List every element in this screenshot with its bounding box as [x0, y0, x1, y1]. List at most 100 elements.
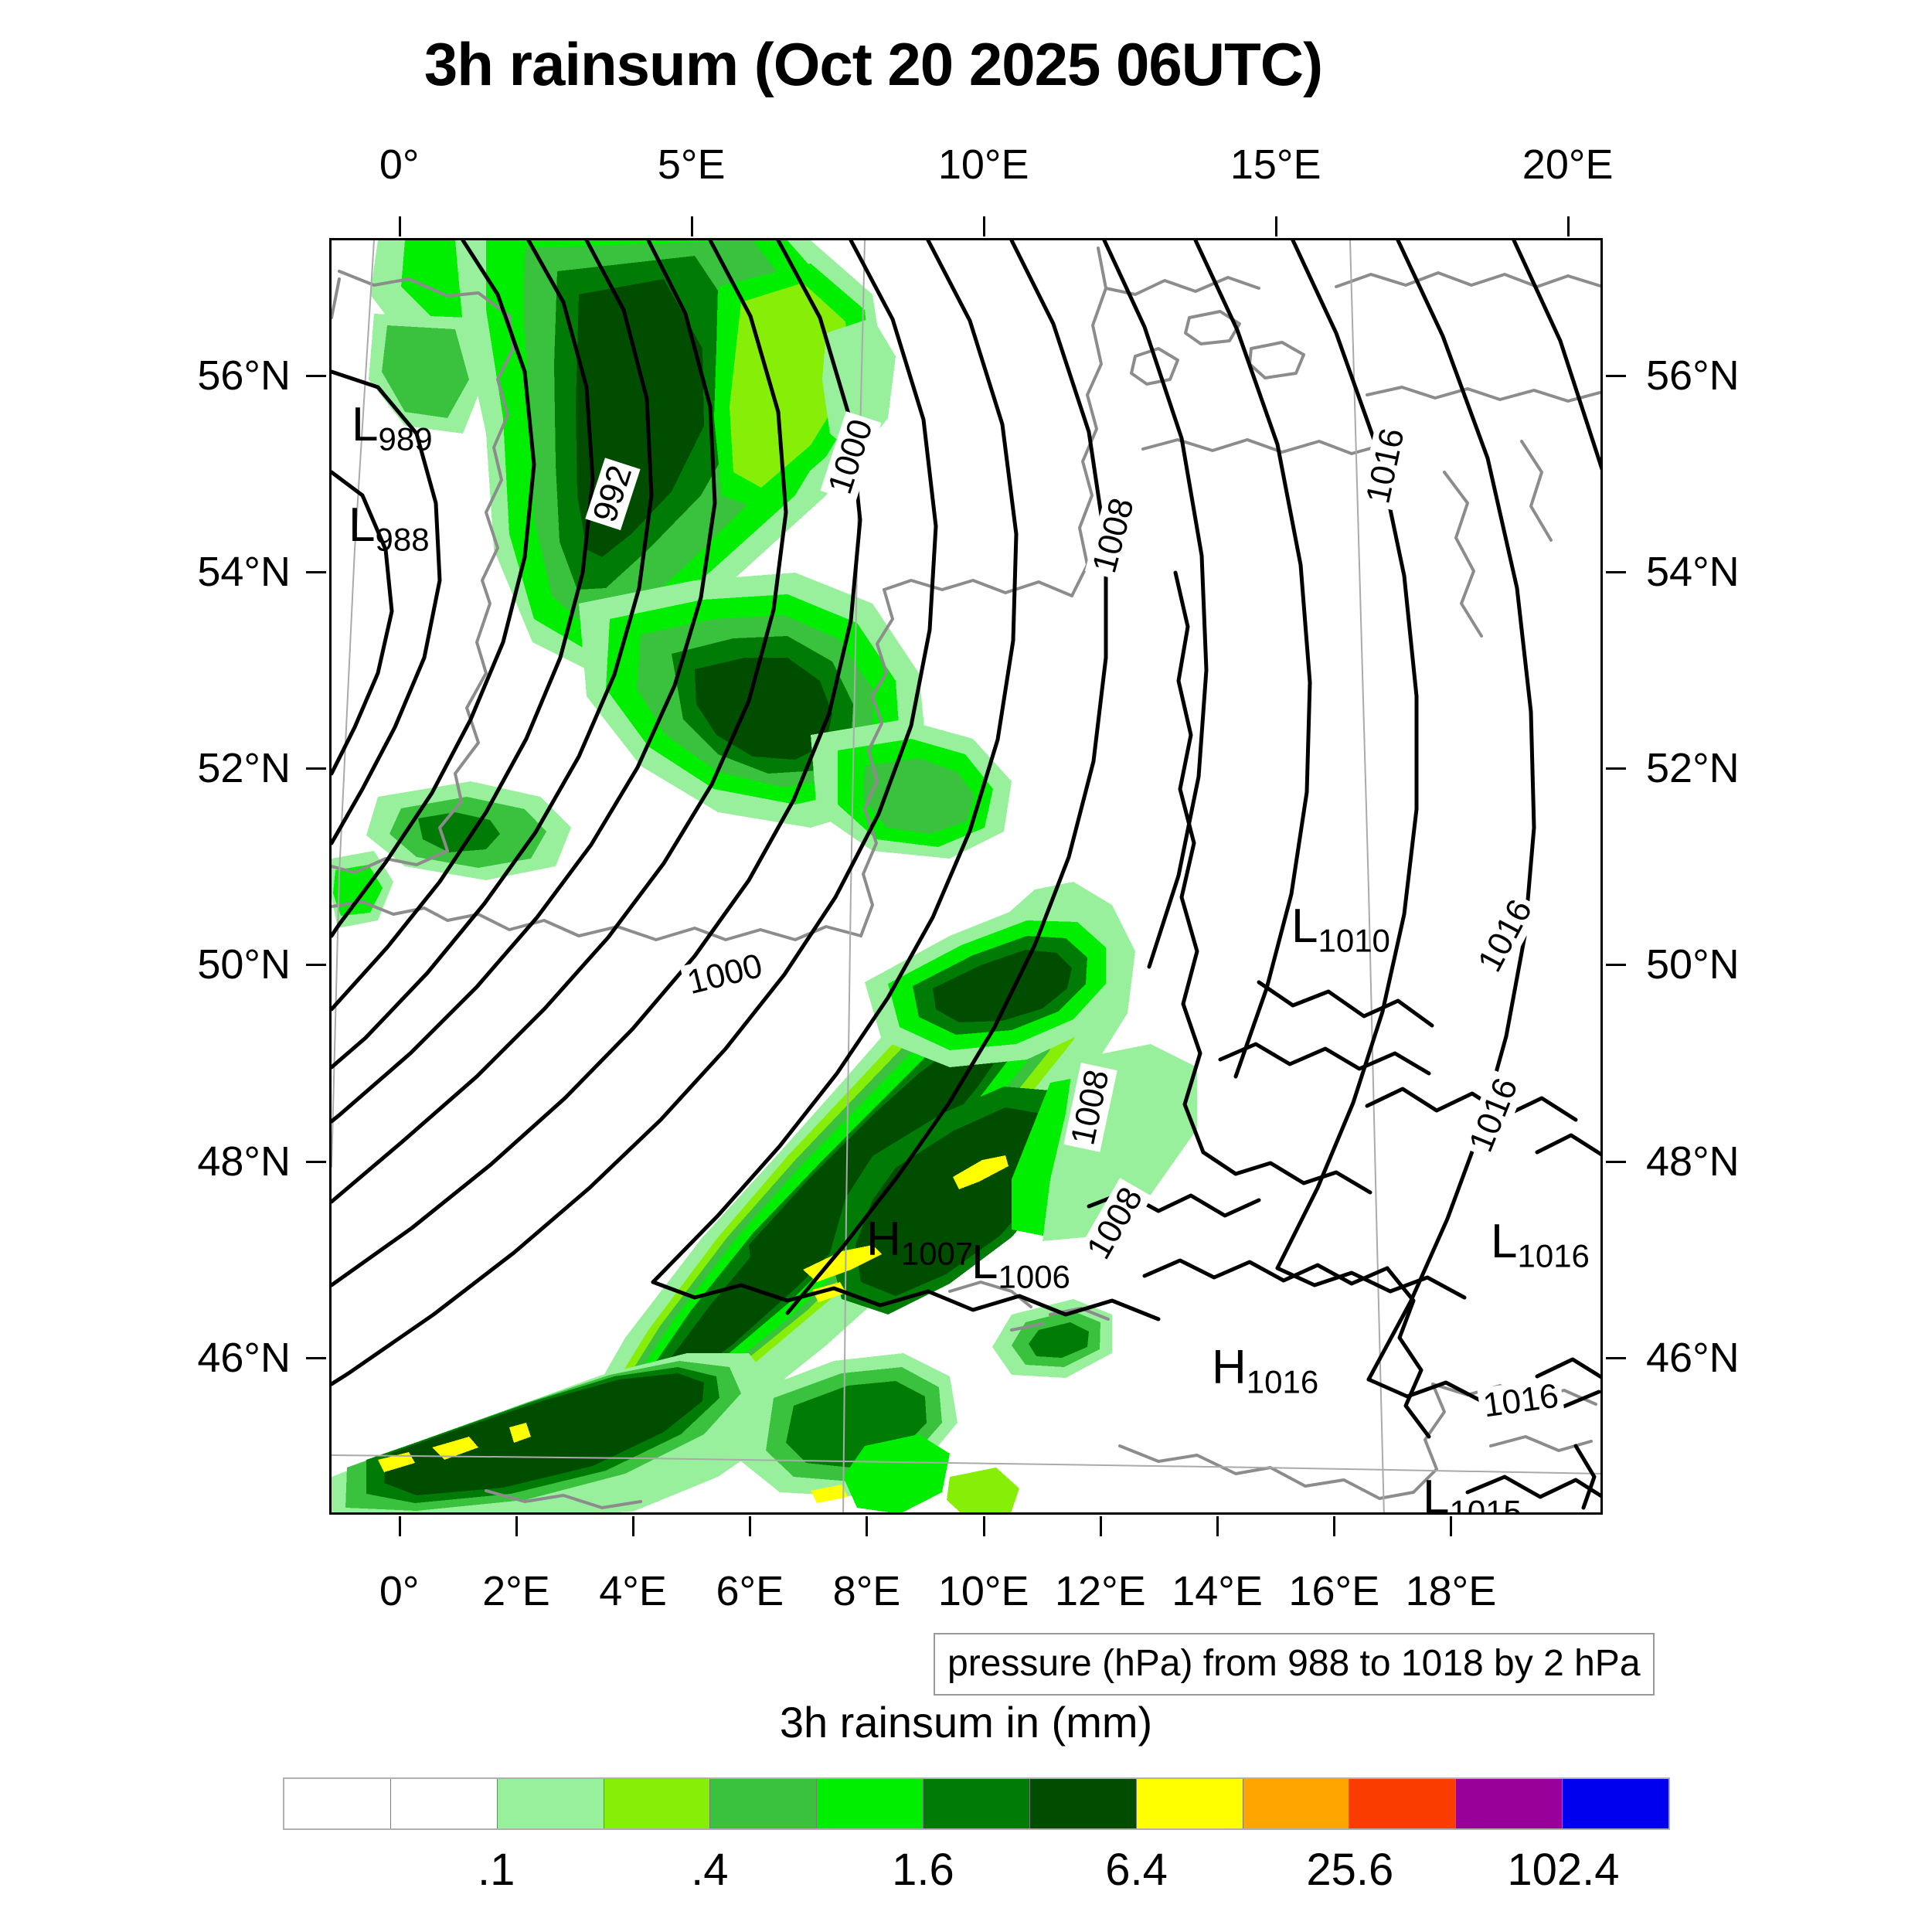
- map-plot-area[interactable]: 992 1000 1008 1016 1000 1016 1008 1016 1008 1016 …: [329, 238, 1603, 1515]
- colorbar-tick-3: 6.4: [1105, 1845, 1168, 1895]
- pressure-center-type: L: [349, 498, 376, 552]
- axis-tick-mark: [1606, 571, 1626, 574]
- pressure-center-value: 1007: [900, 1235, 974, 1272]
- page-title: 3h rainsum (Oct 20 2025 06UTC): [423, 30, 1323, 98]
- colorbar-swatch-3[interactable]: [604, 1779, 711, 1828]
- pressure-center-type: L: [352, 398, 379, 451]
- axis-tick-mark: [398, 216, 401, 236]
- axis-tick-mark: [1274, 216, 1277, 236]
- coastline-overlay: [332, 247, 1600, 1509]
- lat-tick-right-4: 48°N: [1646, 1138, 1740, 1185]
- pressure-contours: [332, 240, 1600, 1510]
- colorbar-tick-1: .4: [691, 1845, 729, 1895]
- pressure-center-type: L: [971, 1236, 998, 1289]
- colorbar-swatch-1[interactable]: [390, 1779, 498, 1828]
- pressure-center-type: H: [1212, 1341, 1247, 1394]
- lon-tick-bottom-2: 4°E: [599, 1568, 667, 1614]
- colorbar-tick-0: .1: [477, 1845, 515, 1895]
- lon-tick-top-1: 5°E: [657, 141, 726, 188]
- pressure-center-l-988: L988: [349, 502, 430, 556]
- colorbar-swatch-6[interactable]: [923, 1779, 1030, 1828]
- axis-tick-mark: [866, 1516, 869, 1536]
- axis-tick-mark: [1606, 374, 1626, 377]
- pressure-center-value: 1015: [1449, 1493, 1522, 1515]
- lon-tick-top-3: 15°E: [1230, 141, 1321, 188]
- lon-tick-bottom-5: 10°E: [937, 1568, 1029, 1614]
- lon-tick-top-0: 0°: [379, 141, 420, 188]
- axis-tick-mark: [515, 1516, 518, 1536]
- axis-tick-mark: [982, 1516, 985, 1536]
- pressure-center-l-1006: L1006: [971, 1239, 1070, 1294]
- lat-tick-left-0: 56°N: [197, 352, 291, 399]
- map-canvas: [332, 240, 1600, 1512]
- lon-tick-bottom-7: 14°E: [1172, 1568, 1263, 1614]
- colorbar-swatch-4[interactable]: [710, 1779, 818, 1828]
- pressure-center-type: L: [1491, 1215, 1518, 1268]
- axis-tick-mark: [306, 767, 326, 770]
- lat-tick-left-3: 50°N: [197, 941, 291, 988]
- lon-tick-bottom-1: 2°E: [482, 1568, 550, 1614]
- lon-tick-bottom-3: 6°E: [716, 1568, 784, 1614]
- colorbar-swatch-11[interactable]: [1456, 1779, 1563, 1828]
- pressure-center-h-1016: H1016: [1212, 1344, 1318, 1399]
- colorbar-swatch-12[interactable]: [1563, 1779, 1668, 1828]
- pressure-center-value: 988: [375, 521, 430, 558]
- pressure-center-value: 1016: [1246, 1363, 1319, 1400]
- axis-tick-mark: [1099, 1516, 1102, 1536]
- lon-tick-top-2: 10°E: [937, 141, 1029, 188]
- pressure-center-value: 1010: [1318, 922, 1390, 959]
- pressure-center-type: H: [866, 1213, 901, 1266]
- colorbar-swatch-8[interactable]: [1136, 1779, 1243, 1828]
- axis-tick-mark: [1333, 1516, 1336, 1536]
- colorbar[interactable]: [283, 1777, 1670, 1830]
- lat-tick-left-5: 46°N: [197, 1334, 291, 1381]
- axis-tick-mark: [982, 216, 985, 236]
- pressure-interval-legend: pressure (hPa) from 988 to 1018 by 2 hPa: [934, 1633, 1655, 1696]
- axis-tick-mark: [306, 1160, 326, 1163]
- lon-tick-bottom-9: 18°E: [1405, 1568, 1497, 1614]
- lon-tick-bottom-8: 16°E: [1288, 1568, 1380, 1614]
- lon-tick-top-4: 20°E: [1522, 141, 1614, 188]
- pressure-center-l-1015: L1015: [1423, 1474, 1522, 1515]
- axis-tick-mark: [1566, 216, 1570, 236]
- colorbar-swatch-7[interactable]: [1029, 1779, 1137, 1828]
- pressure-center-type: L: [1291, 900, 1318, 953]
- colorbar-swatch-0[interactable]: [284, 1779, 391, 1828]
- axis-tick-mark: [690, 216, 693, 236]
- lat-tick-left-1: 54°N: [197, 549, 291, 596]
- colorbar-title: 3h rainsum in (mm): [779, 1698, 1153, 1747]
- colorbar-swatch-5[interactable]: [817, 1779, 924, 1828]
- lon-tick-bottom-4: 8°E: [832, 1568, 901, 1614]
- lon-tick-bottom-6: 12°E: [1055, 1568, 1146, 1614]
- colorbar-tick-2: 1.6: [892, 1845, 954, 1895]
- colorbar-swatch-2[interactable]: [497, 1779, 604, 1828]
- axis-tick-mark: [1606, 964, 1626, 967]
- pressure-center-value: 989: [378, 420, 433, 457]
- axis-tick-mark: [749, 1516, 752, 1536]
- pressure-center-value: 1016: [1517, 1237, 1590, 1274]
- axis-tick-mark: [1606, 1356, 1626, 1359]
- lon-tick-bottom-0: 0°: [379, 1568, 420, 1614]
- colorbar-swatch-10[interactable]: [1349, 1779, 1457, 1828]
- pressure-center-value: 1006: [998, 1258, 1070, 1295]
- lat-tick-right-3: 50°N: [1646, 941, 1740, 988]
- axis-tick-mark: [306, 964, 326, 967]
- axis-tick-mark: [632, 1516, 635, 1536]
- pressure-center-l-989: L989: [352, 401, 433, 456]
- axis-tick-mark: [306, 571, 326, 574]
- axis-tick-mark: [306, 1356, 326, 1359]
- lat-tick-right-5: 46°N: [1646, 1334, 1740, 1381]
- axis-tick-mark: [1216, 1516, 1219, 1536]
- axis-tick-mark: [398, 1516, 401, 1536]
- pressure-center-h-1007: H1007: [866, 1216, 973, 1270]
- colorbar-swatch-9[interactable]: [1243, 1779, 1350, 1828]
- lat-tick-right-0: 56°N: [1646, 352, 1740, 399]
- axis-tick-mark: [1450, 1516, 1453, 1536]
- axis-tick-mark: [1606, 767, 1626, 770]
- axis-tick-mark: [1606, 1160, 1626, 1163]
- axis-tick-mark: [306, 374, 326, 377]
- pressure-center-l-1010: L1010: [1291, 903, 1390, 957]
- lat-tick-right-2: 52°N: [1646, 745, 1740, 792]
- colorbar-tick-4: 25.6: [1306, 1845, 1394, 1895]
